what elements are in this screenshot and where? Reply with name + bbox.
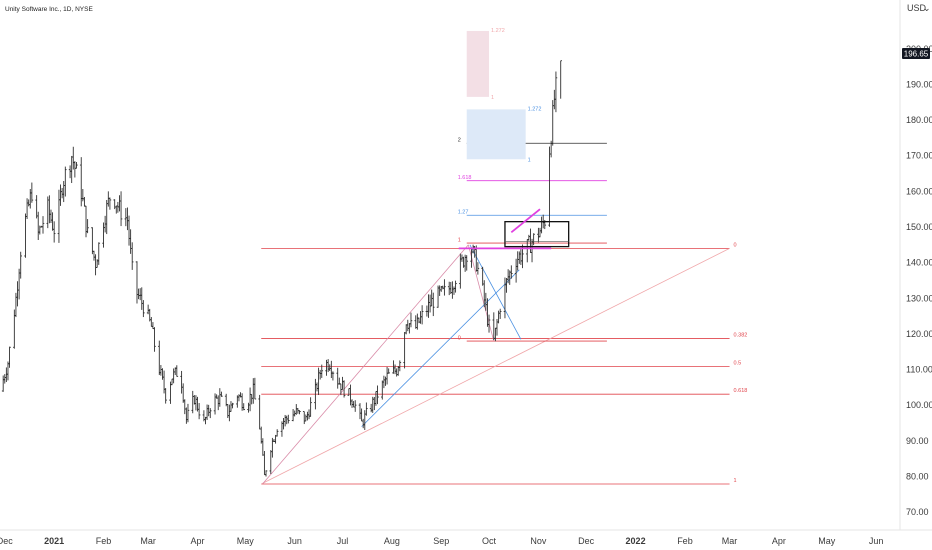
x-tick-label: Feb: [677, 536, 693, 546]
pink-box-label-bottom: 1: [491, 95, 494, 101]
x-tick-label: May: [818, 536, 836, 546]
consolidation-rectangle[interactable]: [504, 221, 570, 248]
y-tick-label: 150.00: [906, 222, 932, 232]
price-badge-text: 196.65: [904, 50, 929, 59]
extension-level-label: 1: [458, 238, 461, 244]
x-tick-label: Jul: [337, 536, 349, 546]
x-tick-label: Mar: [722, 536, 738, 546]
x-tick-label: 2021: [44, 536, 64, 546]
price-badge-bg: [902, 48, 930, 59]
x-tick-label: 2022: [626, 536, 646, 546]
extension-level-label: 0: [458, 336, 461, 342]
y-tick-label: 190.00: [906, 79, 932, 89]
fib-level-label: 1: [734, 478, 737, 484]
y-axis-ticks: 70.00 80.00 90.00 100.00 110.00 120.00 130.00 1…: [906, 44, 932, 517]
y-tick-label: 120.00: [906, 329, 932, 339]
y-tick-label: 160.00: [906, 186, 932, 196]
y-tick-label: 180.00: [906, 115, 932, 125]
blue-box-label-top: 1.272: [528, 106, 542, 112]
pink-target-box[interactable]: [466, 30, 490, 97]
x-tick-label: Mar: [140, 536, 156, 546]
pink-box-label-top: 1.272: [491, 28, 505, 34]
price-badge: 196.65: [902, 48, 930, 59]
trend-lines[interactable]: [262, 244, 522, 484]
rising-wedge-line[interactable]: [262, 244, 469, 484]
x-axis[interactable]: Dec 2021 Feb Mar Apr May Jun Jul Aug Sep Oct Nov Dec…: [0, 529, 932, 546]
y-tick-label: 90.00: [906, 436, 929, 446]
fib-level-label: 0.618: [734, 388, 748, 394]
chart-title: Unity Software Inc., 1D, NYSE: [5, 6, 93, 13]
x-tick-label: May: [237, 536, 255, 546]
magenta-trend-line[interactable]: [510, 208, 541, 234]
currency-dropdown-icon[interactable]: ⌄: [923, 3, 931, 13]
fib-level-label: 0: [734, 242, 737, 248]
blue-support-line[interactable]: [361, 269, 520, 427]
x-tick-label: Jun: [287, 536, 302, 546]
y-tick-label: 80.00: [906, 472, 929, 482]
x-axis-ticks: Dec 2021 Feb Mar Apr May Jun Jul Aug Sep Oct Nov Dec…: [0, 536, 883, 546]
x-tick-label: Dec: [0, 536, 13, 546]
x-tick-label: Feb: [96, 536, 112, 546]
x-tick-label: Dec: [578, 536, 595, 546]
x-tick-label: Sep: [433, 536, 449, 546]
fib-level-label: 0.5: [734, 360, 742, 366]
y-tick-label: 130.00: [906, 293, 932, 303]
y-tick-label: 100.00: [906, 400, 932, 410]
extension-level-label: 1.618: [458, 175, 472, 181]
target-boxes[interactable]: 1.272 1 1.272 1: [466, 28, 542, 163]
y-tick-label: 140.00: [906, 258, 932, 268]
blue-projection-line[interactable]: [469, 244, 522, 340]
fib-diagonal-line[interactable]: [261, 248, 730, 485]
currency-label: USD: [907, 3, 927, 13]
y-tick-label: 170.00: [906, 151, 932, 161]
extension-level-label: 1.27: [458, 210, 469, 216]
overlay-drawings[interactable]: [458, 208, 570, 250]
fib-extension[interactable]: 0 1 1.27 1.618 2: [458, 138, 607, 342]
y-axis[interactable]: 70.00 80.00 90.00 100.00 110.00 120.00 130.00 1…: [899, 0, 932, 530]
blue-target-box[interactable]: [466, 109, 526, 160]
drop-leg-line[interactable]: [467, 244, 495, 342]
x-tick-label: Apr: [772, 536, 786, 546]
y-tick-label: 70.00: [906, 507, 929, 517]
extension-level-label: 2: [458, 138, 461, 144]
x-tick-label: Aug: [384, 536, 400, 546]
x-tick-label: Apr: [191, 536, 205, 546]
x-tick-label: Jun: [869, 536, 884, 546]
fib-level-label: 0.382: [734, 333, 748, 339]
y-tick-label: 110.00: [906, 365, 932, 375]
blue-box-label-bottom: 1: [528, 157, 531, 163]
price-bars: [1, 60, 563, 477]
fib-retracement[interactable]: 0 0.382 0.5 0.618 1: [261, 242, 748, 485]
x-tick-label: Nov: [530, 536, 547, 546]
x-tick-label: Oct: [482, 536, 497, 546]
